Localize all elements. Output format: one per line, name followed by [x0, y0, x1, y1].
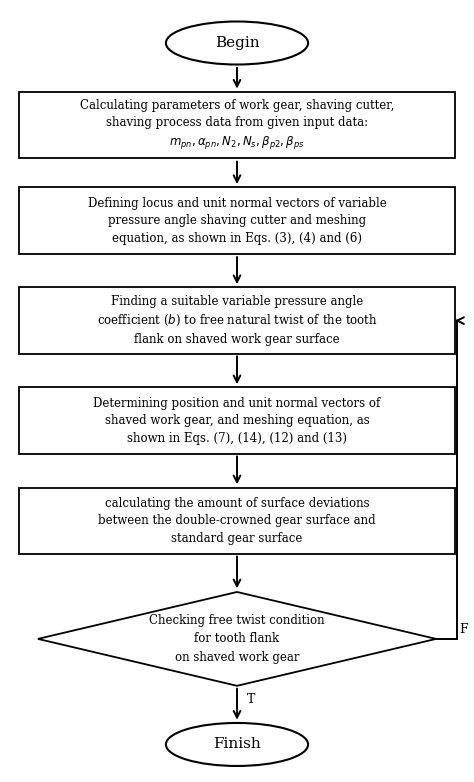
FancyBboxPatch shape: [19, 91, 455, 158]
Polygon shape: [38, 592, 436, 686]
Text: T: T: [246, 693, 255, 705]
FancyBboxPatch shape: [19, 187, 455, 253]
Text: Finish: Finish: [213, 737, 261, 752]
FancyBboxPatch shape: [19, 387, 455, 454]
Text: Finding a suitable variable pressure angle
coefficient ($b$) to free natural twi: Finding a suitable variable pressure ang…: [97, 296, 377, 346]
Ellipse shape: [166, 21, 308, 64]
Text: Checking free twist condition
for tooth flank
on shaved work gear: Checking free twist condition for tooth …: [149, 614, 325, 664]
Text: Determining position and unit normal vectors of
shaved work gear, and meshing eq: Determining position and unit normal vec…: [93, 396, 381, 445]
Text: calculating the amount of surface deviations
between the double-crowned gear sur: calculating the amount of surface deviat…: [98, 497, 376, 545]
Ellipse shape: [166, 723, 308, 766]
Text: Defining locus and unit normal vectors of variable
pressure angle shaving cutter: Defining locus and unit normal vectors o…: [88, 196, 386, 245]
Text: Begin: Begin: [215, 36, 259, 50]
Text: Calculating parameters of work gear, shaving cutter,
shaving process data from g: Calculating parameters of work gear, sha…: [80, 99, 394, 152]
FancyBboxPatch shape: [19, 288, 455, 353]
Text: F: F: [459, 623, 467, 636]
FancyBboxPatch shape: [19, 488, 455, 554]
